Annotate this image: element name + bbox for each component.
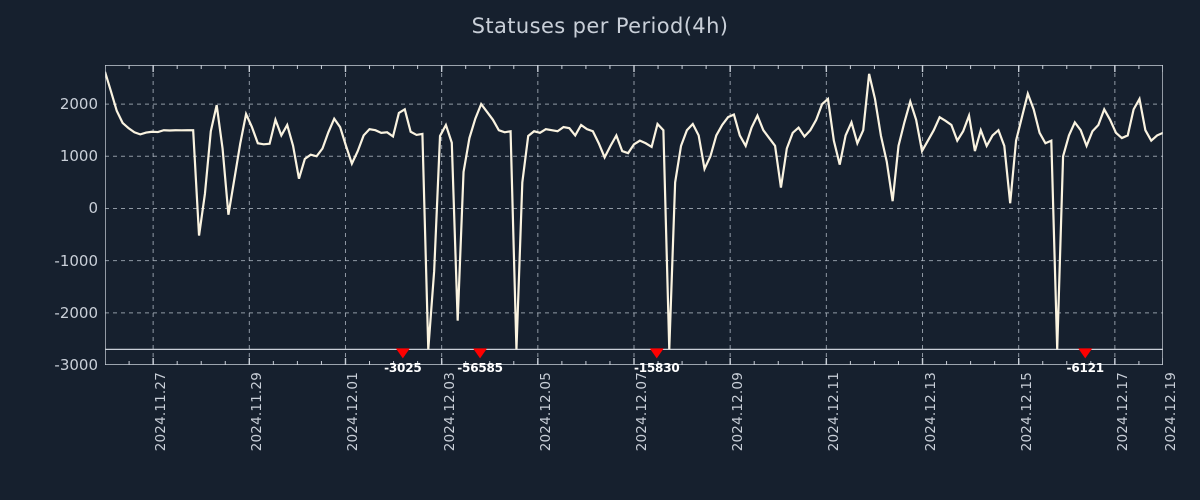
x-tick-label: 2024.12.03 (441, 372, 458, 452)
chart-title: Statuses per Period(4h) (471, 14, 729, 38)
annotation-marker[interactable] (1078, 348, 1093, 359)
x-tick-label: 2024.12.11 (826, 372, 843, 452)
x-tick-label: 2024.12.17 (1114, 372, 1131, 452)
vertical-gridlines (152, 65, 1116, 365)
annotation-marker[interactable] (473, 348, 488, 359)
x-tick-label: 2024.12.15 (1018, 372, 1035, 452)
y-tick-label: -3000 (54, 356, 98, 374)
x-axis-tick-labels: 2024.11.27 2024.11.29 2024.12.01 2024.12.03… (105, 368, 1179, 498)
axis-tick-marks (105, 65, 1163, 365)
annotation-marker[interactable] (395, 348, 410, 359)
x-tick-label: 2024.12.19 (1163, 372, 1179, 452)
annotation-markers[interactable] (395, 348, 1093, 359)
x-tick-label: 2024.11.29 (249, 372, 266, 452)
horizontal-gridlines (105, 103, 1163, 365)
line-chart-svg (105, 65, 1163, 365)
plot-area (105, 65, 1163, 365)
y-tick-label: 0 (88, 199, 98, 218)
y-tick-label: -1000 (54, 251, 98, 270)
y-tick-label: 1000 (59, 147, 98, 166)
y-tick-label: -2000 (54, 303, 98, 322)
y-tick-label: 2000 (59, 95, 98, 114)
x-tick-label: 2024.11.27 (153, 372, 170, 452)
x-tick-label: 2024.12.13 (922, 372, 939, 452)
y-axis-tick-labels: 2000 1000 0 -1000 -2000 -3000 (26, 65, 98, 374)
x-tick-label: 2024.12.05 (537, 372, 554, 452)
x-tick-label: 2024.12.09 (730, 372, 747, 452)
series-line (105, 71, 1163, 350)
plot-background (105, 65, 1163, 365)
x-tick-label: 2024.12.01 (345, 372, 362, 452)
annotation-marker[interactable] (649, 348, 664, 359)
x-tick-label: 2024.12.07 (634, 372, 650, 452)
